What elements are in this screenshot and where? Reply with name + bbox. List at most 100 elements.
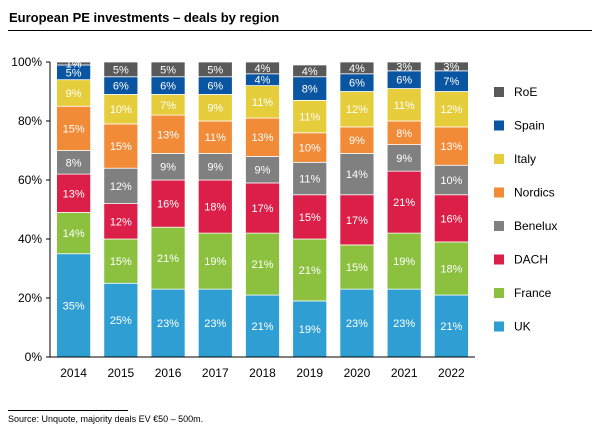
data-label: 19% [204,256,226,268]
legend-label-roe: RoE [514,85,537,99]
data-label: 9% [66,88,82,100]
bar-segment-france-2022 [434,241,469,296]
bar-segment-roe-2019 [292,64,328,78]
x-tick-label: 2016 [155,366,182,380]
data-label: 7% [160,100,176,112]
x-tick-label: 2022 [438,366,465,380]
legend-label-nordics: Nordics [514,186,555,200]
data-label: 11% [205,132,226,144]
x-axis: 2014 2015 2016 2017 2018 2019 2020 2021 2022 [50,356,475,380]
legend-label-benelux: Benelux [514,219,557,233]
data-label: 8% [66,157,82,169]
bar-segment-roe-2017 [197,61,233,78]
bar-segment-france-2015 [103,238,139,284]
data-label: 12% [346,104,368,116]
bar-segment-nordics-2017 [197,120,233,154]
chart-title: European PE investments – deals by regio… [9,10,280,25]
bar-segment-roe-2021 [386,61,422,72]
bar-segment-italy-2015 [103,94,139,125]
legend-swatch-roe [494,87,504,97]
data-label: 6% [349,78,365,90]
data-label: 19% [299,324,321,336]
bar-segment-france-2014 [56,212,91,255]
bar-segment-italy-2018 [245,85,280,119]
data-label: 15% [110,256,132,268]
bar-segment-france-2021 [386,232,422,290]
bar-segment-roe-2022 [434,61,469,72]
legend-label-dach: DACH [514,253,548,267]
x-tick-label: 2021 [391,366,418,380]
data-label: 8% [396,128,412,140]
data-label: 6% [207,81,223,93]
title-divider [8,30,592,31]
x-tick-label: 2019 [296,366,323,380]
data-label: 5% [66,67,82,79]
bar-segment-uk-2021 [386,288,422,358]
data-label: 1% [66,58,82,70]
data-label: 23% [393,318,415,330]
data-label: 17% [251,203,273,215]
data-label: 21% [440,321,462,333]
legend-swatch-italy [494,154,504,164]
source-note: Source: Unquote, majority deals EV €50 –… [8,414,204,424]
bar-segment-roe-2018 [245,61,280,75]
bar-segment-france-2019 [292,238,328,302]
data-label: 11% [299,112,320,124]
bars: 35%14%13%8%15%9%5%1%25%15%12%12%15%10%6%… [56,58,469,358]
data-label: 13% [63,188,85,200]
data-label: 13% [251,132,273,144]
bar-segment-nordics-2022 [434,126,469,166]
data-label: 23% [157,318,179,330]
source-divider [8,410,128,411]
data-label: 11% [252,97,273,109]
bar-segment-dach-2017 [197,179,233,234]
legend-swatch-france [494,288,504,298]
bar-segment-benelux-2015 [103,167,139,204]
bar-segment-benelux-2022 [434,164,469,196]
data-label: 12% [110,216,132,228]
data-label: 23% [346,318,368,330]
data-label: 17% [346,215,368,227]
bar-segment-roe-2015 [103,61,139,78]
data-label: 10% [299,143,321,155]
legend-label-italy: Italy [514,152,536,166]
data-label: 16% [440,213,462,225]
legend: RoE Spain Italy Nordics Benelux DACH France UK [494,85,557,334]
data-label: 15% [110,141,132,153]
y-axis: 0% 20% 40% 60% 80% 100% [11,55,51,364]
data-label: 10% [440,175,462,187]
bar-segment-italy-2019 [292,99,328,134]
x-tick-label: 2020 [344,366,371,380]
data-label: 6% [396,75,412,87]
data-label: 8% [302,84,318,96]
data-label: 15% [346,262,368,274]
y-tick-label: 100% [11,55,42,69]
data-label: 5% [160,64,176,76]
data-label: 3% [443,61,459,73]
bar-segment-france-2020 [339,244,375,290]
bar-segment-italy-2014 [56,79,91,107]
data-label: 15% [299,212,321,224]
bar-segment-uk-2015 [103,282,139,358]
data-label: 9% [207,103,223,115]
data-label: 14% [63,228,85,240]
bar-segment-italy-2021 [386,88,422,122]
data-label: 18% [204,202,226,214]
y-tick-label: 80% [18,114,42,128]
x-tick-label: 2015 [107,366,134,380]
bar-segment-nordics-2016 [150,114,186,154]
bar-segment-benelux-2020 [339,153,375,196]
data-label: 9% [396,153,412,165]
legend-swatch-benelux [494,221,504,231]
y-tick-label: 60% [18,173,42,187]
bar-segment-roe-2014 [56,61,91,66]
bar-segment-italy-2020 [339,91,375,128]
data-label: 21% [157,253,179,265]
bar-segment-uk-2016 [150,288,186,358]
bar-segment-dach-2020 [339,194,375,246]
data-label: 5% [113,64,129,76]
data-label: 3% [396,61,412,73]
data-label: 6% [113,81,129,93]
bar-segment-dach-2019 [292,194,328,240]
